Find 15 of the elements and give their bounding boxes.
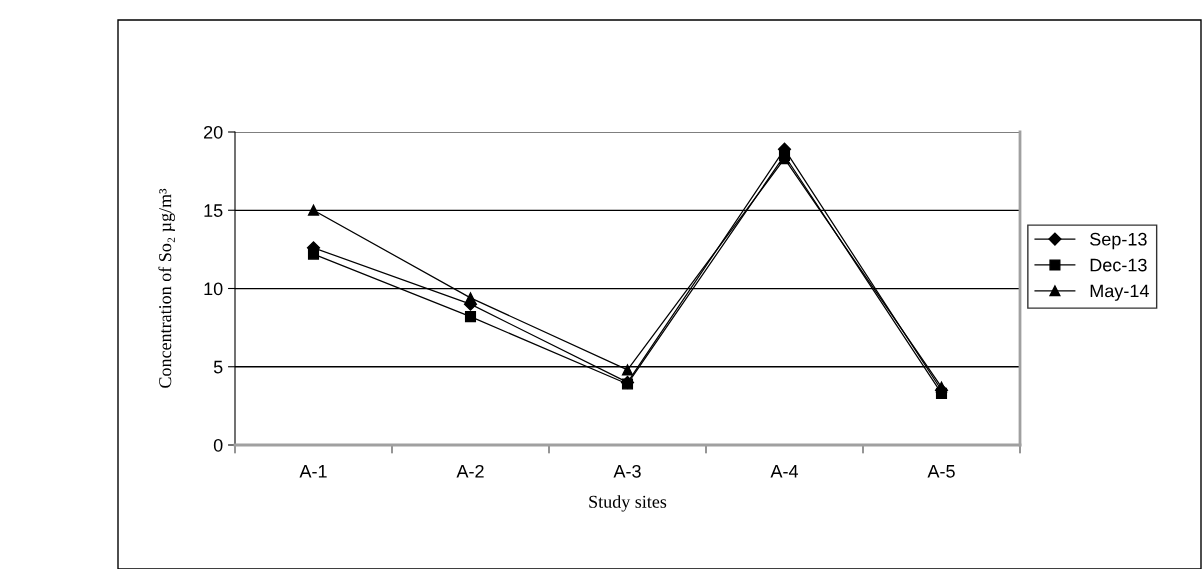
x-tick-label: A-3	[613, 464, 641, 478]
x-tick-label: A-1	[299, 465, 327, 478]
y-tick-label: 10	[204, 282, 223, 296]
y-tick-label: 15	[204, 204, 223, 217]
x-tick-label: A-4	[770, 465, 799, 478]
x-tick-label: A-5	[927, 465, 955, 478]
y-tick-label: 20	[204, 125, 223, 139]
y-tick-label: 5	[213, 360, 223, 374]
legend-label: Dec-13	[1090, 258, 1147, 272]
x-axis-title: Study sites	[589, 495, 667, 512]
legend-label: May-14	[1090, 284, 1149, 301]
y-tick-label: 0	[213, 438, 223, 452]
x-tick-label: A-2	[456, 464, 484, 478]
y-axis-title: Concentration of So₂ µg/m³	[158, 188, 175, 388]
legend-label: Sep-13	[1090, 232, 1147, 250]
